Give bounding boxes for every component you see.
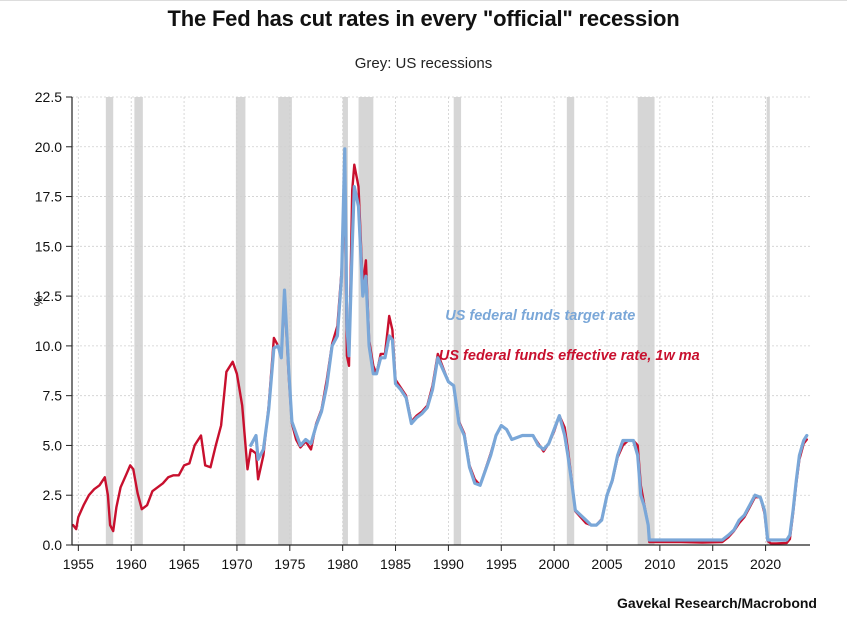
x-tick-label: 1990 (433, 556, 464, 572)
series-label-target: US federal funds target rate (445, 308, 635, 324)
y-tick-label: 15.0 (35, 238, 62, 254)
gridlines (72, 96, 810, 545)
recession-bands (105, 97, 770, 545)
x-tick-label: 2005 (591, 556, 622, 572)
y-tick-label: 5.0 (43, 437, 63, 453)
y-tick-label: 20.0 (35, 139, 62, 155)
x-tick-label: 2020 (750, 556, 781, 572)
y-tick-label: 7.5 (43, 388, 63, 404)
y-tick-label: 22.5 (35, 89, 62, 105)
recession-band (134, 97, 143, 545)
recession-band (453, 97, 462, 545)
recession-band (235, 97, 246, 545)
x-tick-label: 2000 (539, 556, 570, 572)
x-tick-label: 1965 (168, 556, 199, 572)
recession-band (637, 97, 655, 545)
top-rule (0, 0, 847, 1)
x-tick-label: 1985 (380, 556, 411, 572)
x-tick-label: 1980 (327, 556, 358, 572)
y-tick-label: 0.0 (43, 537, 63, 553)
chart-title: The Fed has cut rates in every "official… (167, 6, 680, 31)
y-tick-label: 12.5 (35, 288, 62, 304)
y-tick-label: 10.0 (35, 338, 62, 354)
annotations: US federal funds target rate US federal f… (439, 308, 700, 364)
recession-band (566, 97, 575, 545)
axes: 0.0 2.5 5.0 7.5 10.0 12.5 15.0 17.5 20.0 22.5 1955… (31, 89, 810, 572)
source-credit: Gavekal Research/Macrobond (617, 595, 817, 611)
recession-band (766, 97, 770, 545)
recession-band (105, 97, 114, 545)
x-tick-label: 1970 (221, 556, 252, 572)
x-tick-label: 1960 (116, 556, 147, 572)
y-axis-label: % (31, 296, 45, 307)
x-tick-label: 1975 (274, 556, 305, 572)
chart-subtitle: Grey: US recessions (354, 55, 493, 72)
y-tick-label: 17.5 (35, 189, 62, 205)
y-tick-label: 2.5 (43, 487, 63, 503)
series-lines (71, 147, 809, 545)
series-line-target (249, 147, 809, 542)
x-tick-label: 2015 (697, 556, 728, 572)
series-label-effective: US federal funds effective rate, 1w ma (439, 348, 700, 364)
x-tick-label: 1955 (63, 556, 94, 572)
recession-band (358, 97, 374, 545)
x-tick-label: 1995 (486, 556, 517, 572)
x-tick-label: 2010 (644, 556, 675, 572)
